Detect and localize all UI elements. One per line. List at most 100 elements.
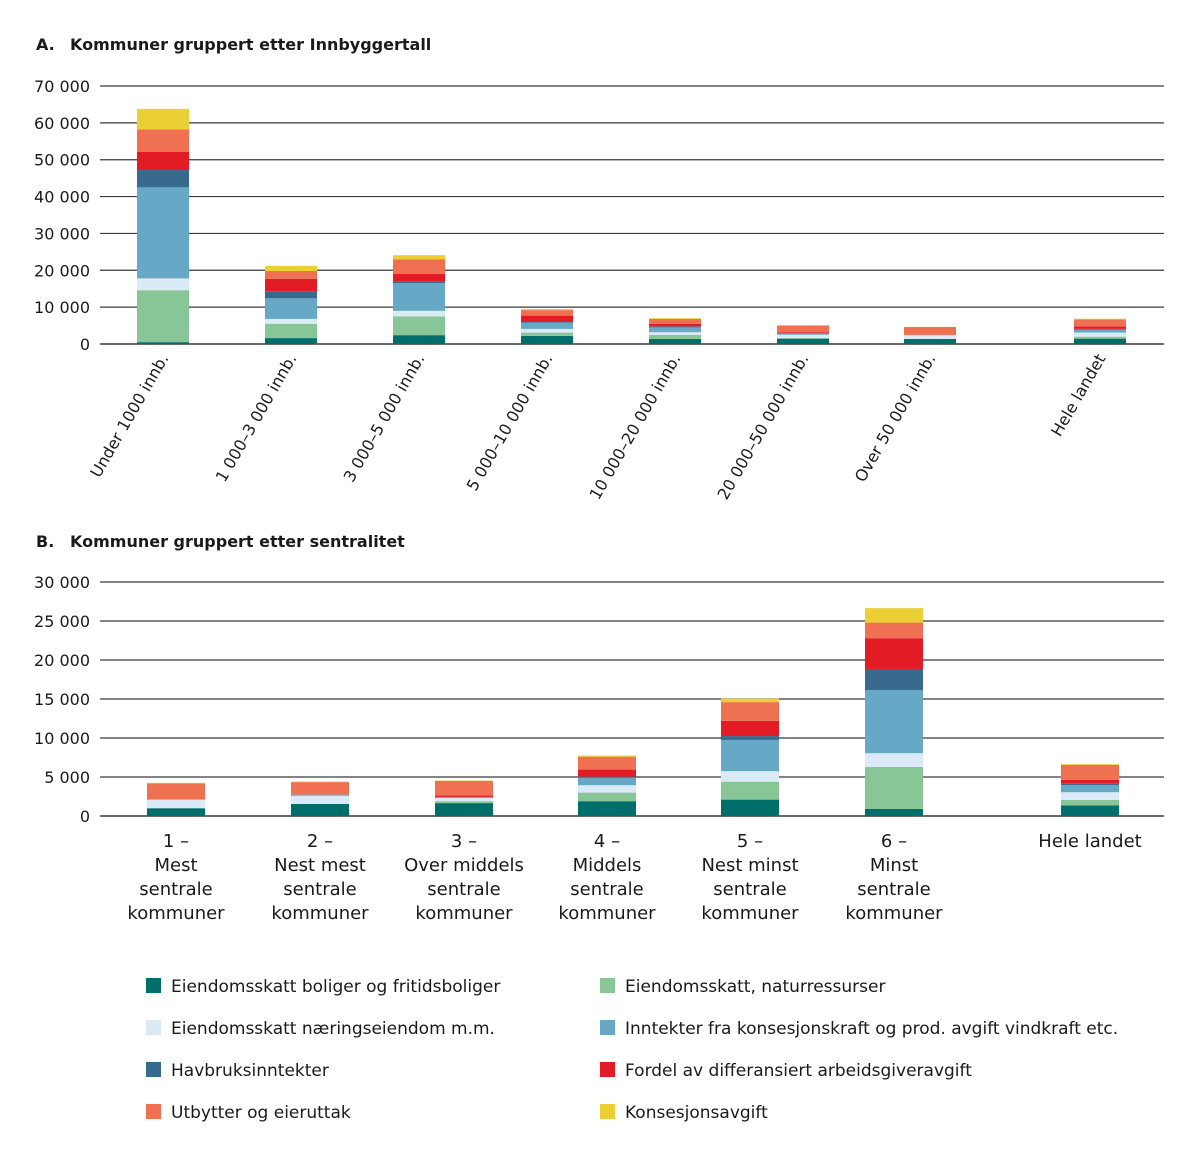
bar-segment xyxy=(521,315,573,322)
chart-a-letter: A. xyxy=(36,35,55,54)
bar-segment xyxy=(521,321,573,323)
bar-segment xyxy=(137,187,189,279)
bar-segment xyxy=(137,342,189,344)
bar-segment xyxy=(649,318,701,319)
legend-label: Utbytter og eieruttak xyxy=(171,1103,351,1123)
legend-label: Eiendomsskatt boliger og fritidsboliger xyxy=(171,977,500,997)
bar-segment xyxy=(904,339,956,344)
x-tick-label: 20 000–50 000 innb. xyxy=(713,351,812,503)
x-tick-label: kommuner xyxy=(701,903,799,924)
x-tick-label: sentrale xyxy=(570,879,643,900)
legend-swatch xyxy=(600,1104,615,1119)
x-tick-label: kommuner xyxy=(845,903,943,924)
bar-segment xyxy=(904,335,956,339)
bar-segment xyxy=(649,327,701,333)
bar-segment xyxy=(1061,785,1119,793)
bar-segment xyxy=(904,327,956,335)
bar-segment xyxy=(1061,805,1119,816)
x-tick-label: 6 – xyxy=(881,831,907,852)
bar-segment xyxy=(578,801,636,816)
y-tick-label: 5 000 xyxy=(44,768,90,787)
bar-segment xyxy=(265,323,317,339)
bar-segment xyxy=(393,255,445,260)
bar-segment xyxy=(865,690,923,754)
legend-swatch xyxy=(146,1104,161,1119)
bar-segment xyxy=(649,334,701,340)
y-tick-label: 10 000 xyxy=(34,298,90,317)
chart-a-title: Kommuner gruppert etter Innbyggertall xyxy=(70,35,431,54)
bar-segment xyxy=(393,316,445,336)
bar-segment xyxy=(578,776,636,778)
bar-segment xyxy=(865,638,923,669)
bar-segment xyxy=(1061,800,1119,806)
legend-label: Fordel av differansiert arbeidsgiveravgi… xyxy=(625,1061,972,1081)
bar-segment xyxy=(521,310,573,316)
bar-segment xyxy=(721,702,779,721)
bar-segment xyxy=(721,739,779,772)
x-tick-label: Over 50 000 innb. xyxy=(851,351,940,486)
bar-segment xyxy=(865,622,923,639)
bar-segment xyxy=(265,278,317,292)
bar-segment xyxy=(435,796,493,799)
bar-segment xyxy=(1061,783,1119,786)
bar-segment xyxy=(1061,779,1119,784)
bar-segment xyxy=(393,335,445,344)
x-tick-label: Minst xyxy=(870,855,918,876)
bar-segment xyxy=(777,338,829,344)
x-tick-label: sentrale xyxy=(139,879,212,900)
legend-label: Konsesjonsavgift xyxy=(625,1103,768,1123)
bar-segment xyxy=(1074,318,1126,320)
bar-segment xyxy=(137,170,189,188)
bar-segment xyxy=(865,753,923,767)
bar-segment xyxy=(137,290,189,343)
bar-segment xyxy=(1074,329,1126,333)
x-tick-label: sentrale xyxy=(283,879,356,900)
bar-segment xyxy=(1074,332,1126,337)
legend-swatch xyxy=(146,1062,161,1077)
bar-segment xyxy=(649,339,701,344)
y-tick-label: 20 000 xyxy=(34,651,90,670)
x-tick-label: Mest xyxy=(154,855,197,876)
y-tick-label: 25 000 xyxy=(34,612,90,631)
legend-label: Eiendomsskatt næringseiendom m.m. xyxy=(171,1019,495,1039)
bar-segment xyxy=(865,766,923,809)
bar-segment xyxy=(137,108,189,130)
x-tick-label: 1 – xyxy=(163,831,189,852)
bar-segment xyxy=(1074,336,1126,339)
bar-segment xyxy=(777,338,829,339)
x-tick-label: kommuner xyxy=(127,903,225,924)
chart-b-letter: B. xyxy=(36,532,54,551)
legend: Eiendomsskatt boliger og fritidsboliger E… xyxy=(146,977,1118,1123)
y-tick-label: 0 xyxy=(80,807,90,826)
y-tick-label: 30 000 xyxy=(34,224,90,243)
bar-segment xyxy=(521,308,573,311)
y-tick-label: 50 000 xyxy=(34,151,90,170)
bar-segment xyxy=(291,803,349,816)
bar-segment xyxy=(578,769,636,777)
x-tick-label: 10 000–20 000 innb. xyxy=(585,351,684,503)
y-tick-label: 0 xyxy=(80,335,90,354)
x-tick-label: kommuner xyxy=(558,903,656,924)
y-tick-label: 70 000 xyxy=(34,77,90,96)
bar-segment xyxy=(265,298,317,319)
bar-segment xyxy=(578,755,636,757)
bar-segment xyxy=(1074,326,1126,329)
legend-swatch xyxy=(600,1062,615,1077)
bar-segment xyxy=(393,259,445,274)
legend-swatch xyxy=(600,978,615,993)
y-tick-label: 40 000 xyxy=(34,188,90,207)
bar-segment xyxy=(578,777,636,786)
bar-segment xyxy=(578,785,636,793)
legend-swatch xyxy=(146,1020,161,1035)
bar-segment xyxy=(137,129,189,152)
legend-label: Havbruksinntekter xyxy=(171,1061,329,1081)
bar-segment xyxy=(435,780,493,796)
x-tick-label: sentrale xyxy=(427,879,500,900)
bar-segment xyxy=(435,798,493,802)
legend-label: Inntekter fra konsesjonskraft og prod. a… xyxy=(625,1019,1118,1039)
bar-segment xyxy=(521,335,573,344)
x-tick-label: kommuner xyxy=(271,903,369,924)
y-tick-label: 20 000 xyxy=(34,261,90,280)
bar-segment xyxy=(721,698,779,703)
